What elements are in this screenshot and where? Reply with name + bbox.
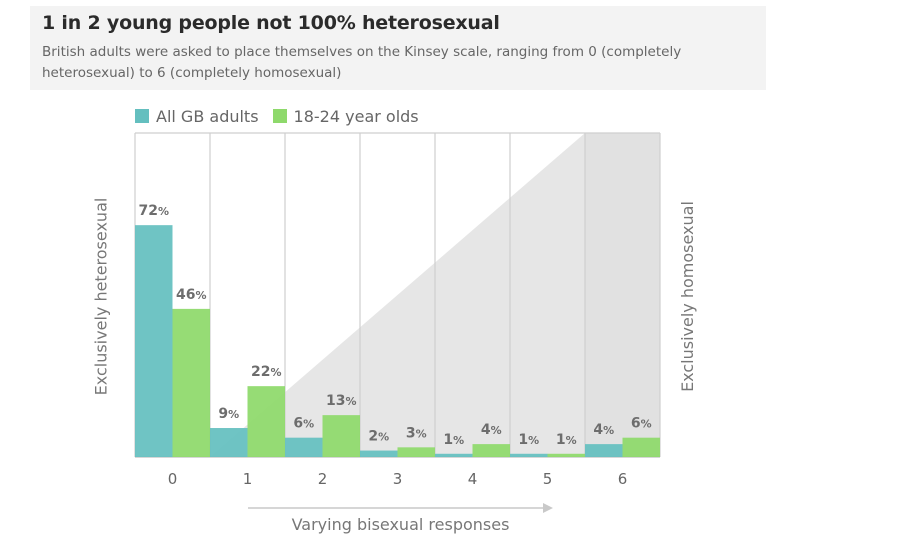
data-label: 6% [293,416,314,432]
legend-label-young: 18-24 year olds [293,106,419,126]
legend: All GB adults 18-24 year olds [135,105,433,127]
data-label: 22% [251,364,282,380]
legend-swatch-all-adults [135,109,149,123]
homosexual-column-shade [585,133,660,457]
bisexual-arrow-head [543,503,553,513]
y-axis-label-left: Exclusively heterosexual [91,197,111,395]
x-tick-label: 6 [618,470,628,488]
legend-swatch-young [272,109,287,123]
bar-all-adults [210,428,248,457]
x-tick-label: 4 [468,470,478,488]
data-label: 3% [406,425,427,441]
bar-young [172,308,210,457]
x-tick-label: 2 [318,470,328,488]
bar-all-adults [360,450,398,457]
x-tick-label: 0 [168,470,178,488]
data-label: 1% [443,432,464,448]
bar-all-adults [285,437,323,457]
bar-all-adults [510,453,548,457]
data-label: 46% [176,287,207,303]
x-axis-label: Varying bisexual responses [291,515,510,534]
data-label: 4% [593,422,614,438]
legend-item-all-adults: All GB adults [135,107,259,126]
bar-all-adults [435,453,473,457]
data-label: 6% [631,416,652,432]
legend-label-all-adults: All GB adults [156,106,259,126]
data-label: 9% [218,406,239,422]
chart-title: 1 in 2 young people not 100% heterosexua… [42,12,500,34]
bar-all-adults [585,444,623,457]
data-label: 72% [138,203,169,219]
data-label: 1% [556,432,577,448]
x-tick-label: 1 [243,470,253,488]
chart-subtitle: British adults were asked to place thems… [42,44,682,81]
data-label: 1% [518,432,539,448]
bar-all-adults [135,225,173,457]
bar-young [322,415,360,457]
bar-young [247,386,285,457]
data-label: 2% [368,429,389,445]
data-label: 13% [326,393,357,409]
legend-item-young: 18-24 year olds [272,106,419,126]
x-tick-label: 3 [393,470,403,488]
bar-young [547,453,585,457]
header-panel: 1 in 2 young people not 100% heterosexua… [30,6,766,90]
bar-young [472,444,510,457]
bar-young [397,447,435,457]
data-label: 4% [481,422,502,438]
x-tick-label: 5 [543,470,553,488]
bar-young [622,437,660,457]
y-axis-label-right: Exclusively homosexual [677,200,697,392]
